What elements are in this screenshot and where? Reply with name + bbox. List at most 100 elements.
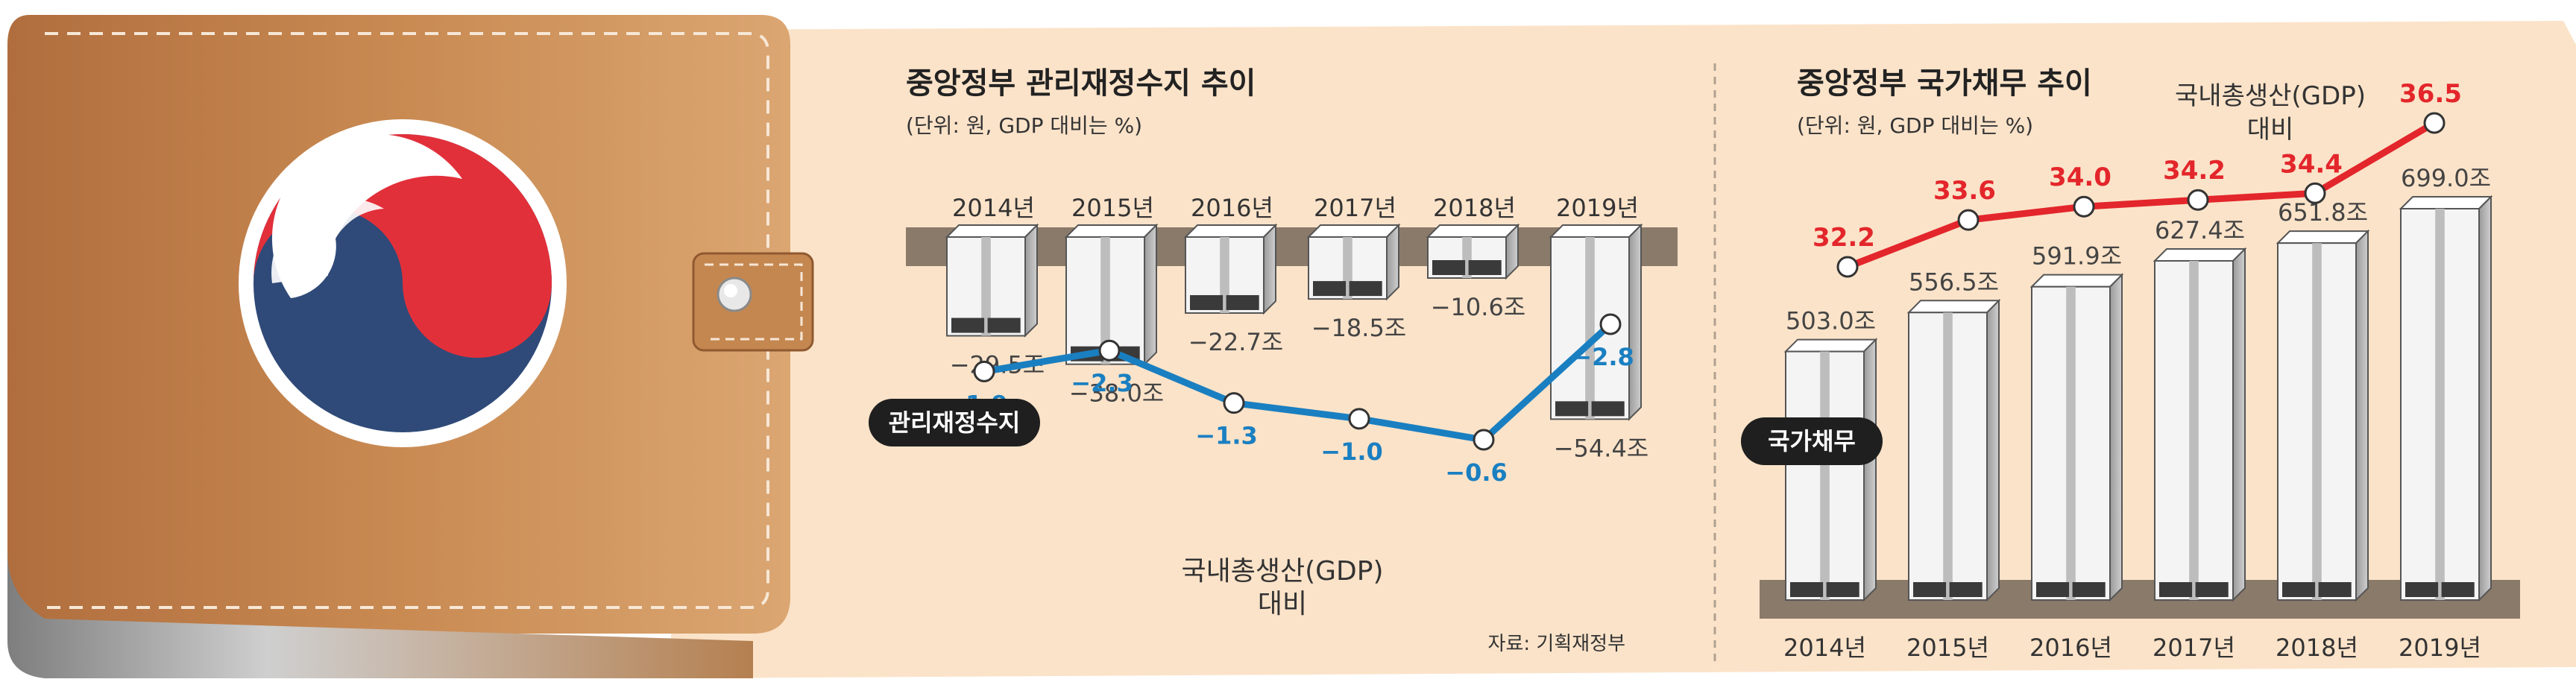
left-unit: (단위: 원, GDP 대비는 %) — [906, 113, 1142, 138]
right-bar-3 — [2029, 273, 2124, 602]
right-bar-6-top — [2399, 196, 2493, 209]
left-gdp-point-5 — [1473, 429, 1495, 451]
left-bar-5-label-right — [1468, 260, 1502, 275]
right-gdp-line: 32.2 33.6 34.0 34.2 34.4 36.5 — [1813, 79, 2462, 278]
right-gdp-polyline — [1846, 120, 2437, 271]
left-bar-2-side — [1144, 223, 1157, 367]
right-bar-5-label-right — [2318, 582, 2352, 597]
left-bar-1 — [945, 223, 1039, 338]
right-bar-2-side — [1986, 298, 2000, 602]
right-bar-2 — [1906, 298, 2001, 602]
right-bar-6-label-left — [2405, 582, 2439, 597]
right-gdp-point-1 — [1836, 256, 1859, 278]
left-gdp-point-2 — [1098, 339, 1121, 362]
left-gdp-value-2: −2.3 — [1071, 369, 1133, 397]
left-bar-value-6: −54.4조 — [1554, 434, 1649, 462]
right-bar-2-top — [1906, 300, 2001, 314]
left-gdp-value-4: −1.0 — [1320, 438, 1383, 466]
left-gdp-point-4 — [1348, 408, 1370, 430]
right-gdp-value-6: 36.5 — [2399, 79, 2462, 109]
left-bar-3-side — [1263, 223, 1276, 315]
left-gdp-value-3: −1.3 — [1195, 422, 1258, 450]
right-bar-value-5: 651.8조 — [2278, 198, 2368, 227]
left-bar-3-top — [1183, 224, 1278, 238]
right-bar-6 — [2399, 195, 2493, 602]
right-bar-5-top — [2276, 230, 2370, 244]
left-bar-3-label-right — [1226, 294, 1259, 310]
right-bar-6-side — [2478, 195, 2492, 602]
right-bar-6-label-right — [2441, 582, 2475, 597]
left-year-label-3: 2016년 — [1191, 194, 1273, 222]
left-bar-1-top — [945, 224, 1039, 238]
left-bar-4-label-left — [1313, 281, 1347, 297]
left-year-label-4: 2017년 — [1314, 194, 1396, 222]
left-bar-4 — [1306, 223, 1401, 301]
right-tag-label: 국가채무 — [1768, 427, 1856, 455]
left-bar-1-side — [1024, 223, 1038, 338]
left-gdp-label-line1: 국내총생산(GDP) — [1181, 556, 1383, 587]
left-bar-5-label-left — [1432, 260, 1466, 275]
left-bar-1-label-left — [951, 318, 985, 333]
left-bar-value-3: −22.7조 — [1188, 328, 1284, 356]
right-bar-1-label-right — [1826, 582, 1859, 597]
left-bar-6-top — [1549, 224, 1643, 238]
right-bar-4-top — [2153, 247, 2247, 262]
left-bar-6-label-right — [1591, 401, 1625, 417]
left-gdp-point-1 — [973, 360, 995, 382]
right-bar-value-6: 699.0조 — [2401, 164, 2491, 192]
left-tag-label: 관리재정수지 — [889, 408, 1021, 437]
right-bar-value-3: 591.9조 — [2032, 242, 2122, 271]
right-year-label-6: 2019년 — [2399, 634, 2481, 662]
left-bar-1-label-right — [987, 318, 1021, 333]
right-gdp-value-2: 33.6 — [1933, 176, 1996, 206]
right-year-label-2: 2015년 — [1906, 634, 1989, 662]
left-bar-value-5: −10.6조 — [1431, 293, 1526, 321]
right-bar-3-top — [2029, 274, 2124, 288]
right-gdp-label-line2: 대비 — [2247, 115, 2294, 145]
right-tag: 국가채무 — [1741, 417, 1883, 465]
left-year-label-2: 2015년 — [1071, 194, 1154, 222]
left-bar-5 — [1426, 223, 1520, 280]
left-gdp-point-6 — [1599, 313, 1622, 335]
left-bar-value-4: −18.5조 — [1311, 314, 1407, 342]
source-note: 자료: 기획재정부 — [1488, 633, 1625, 655]
right-gdp-point-6 — [2423, 112, 2446, 134]
right-gdp-value-5: 34.4 — [2280, 149, 2343, 179]
right-bar-4-label-right — [2195, 582, 2229, 597]
right-bar-1-label-left — [1790, 582, 1824, 597]
right-gdp-point-4 — [2187, 189, 2209, 211]
left-bar-6-stripe — [1585, 237, 1595, 420]
right-bar-5 — [2276, 229, 2370, 602]
right-shelf — [1760, 580, 2520, 619]
right-bar-3-label-right — [2072, 582, 2106, 597]
right-bar-4 — [2153, 247, 2247, 602]
right-bar-3-side — [2109, 273, 2123, 602]
left-gdp-label-line2: 대비 — [1258, 589, 1307, 619]
right-gdp-point-2 — [1957, 209, 1980, 231]
right-bar-4-side — [2232, 247, 2246, 602]
left-bar-4-top — [1306, 224, 1401, 238]
left-gdp-line: −1.9−2.3−1.3−1.0−0.6−2.8 — [945, 313, 1634, 487]
right-bars: 503.0조 2014년 556.5조 2015년 591.9조 2016년 627.4조 2… — [1783, 164, 2493, 662]
right-bar-5-stripe — [2312, 243, 2322, 600]
left-bar-4-side — [1386, 223, 1399, 301]
left-bar-2-top — [1064, 224, 1159, 238]
left-bar-6 — [1549, 223, 1643, 421]
left-bar-6-side — [1628, 223, 1642, 421]
right-bar-5-side — [2355, 229, 2369, 602]
left-gdp-polyline — [983, 321, 1613, 443]
taegeuk-emblem-icon — [239, 119, 567, 447]
right-bar-1-side — [1863, 338, 1877, 602]
left-title: 중앙정부 관리재정수지 추이 — [906, 66, 1256, 101]
right-bar-2-label-left — [1913, 582, 1947, 597]
right-bar-3-label-left — [2036, 582, 2070, 597]
right-bar-2-label-right — [1949, 582, 1983, 597]
right-bar-value-2: 556.5조 — [1909, 268, 1999, 296]
left-bar-3-stripe — [1220, 237, 1229, 313]
right-bar-value-1: 503.0조 — [1786, 307, 1876, 335]
left-gdp-value-6: −2.8 — [1572, 343, 1634, 371]
right-year-label-3: 2016년 — [2029, 634, 2112, 662]
left-bar-3 — [1183, 223, 1278, 315]
right-year-label-5: 2018년 — [2276, 634, 2358, 662]
right-gdp-value-3: 34.0 — [2049, 162, 2111, 192]
